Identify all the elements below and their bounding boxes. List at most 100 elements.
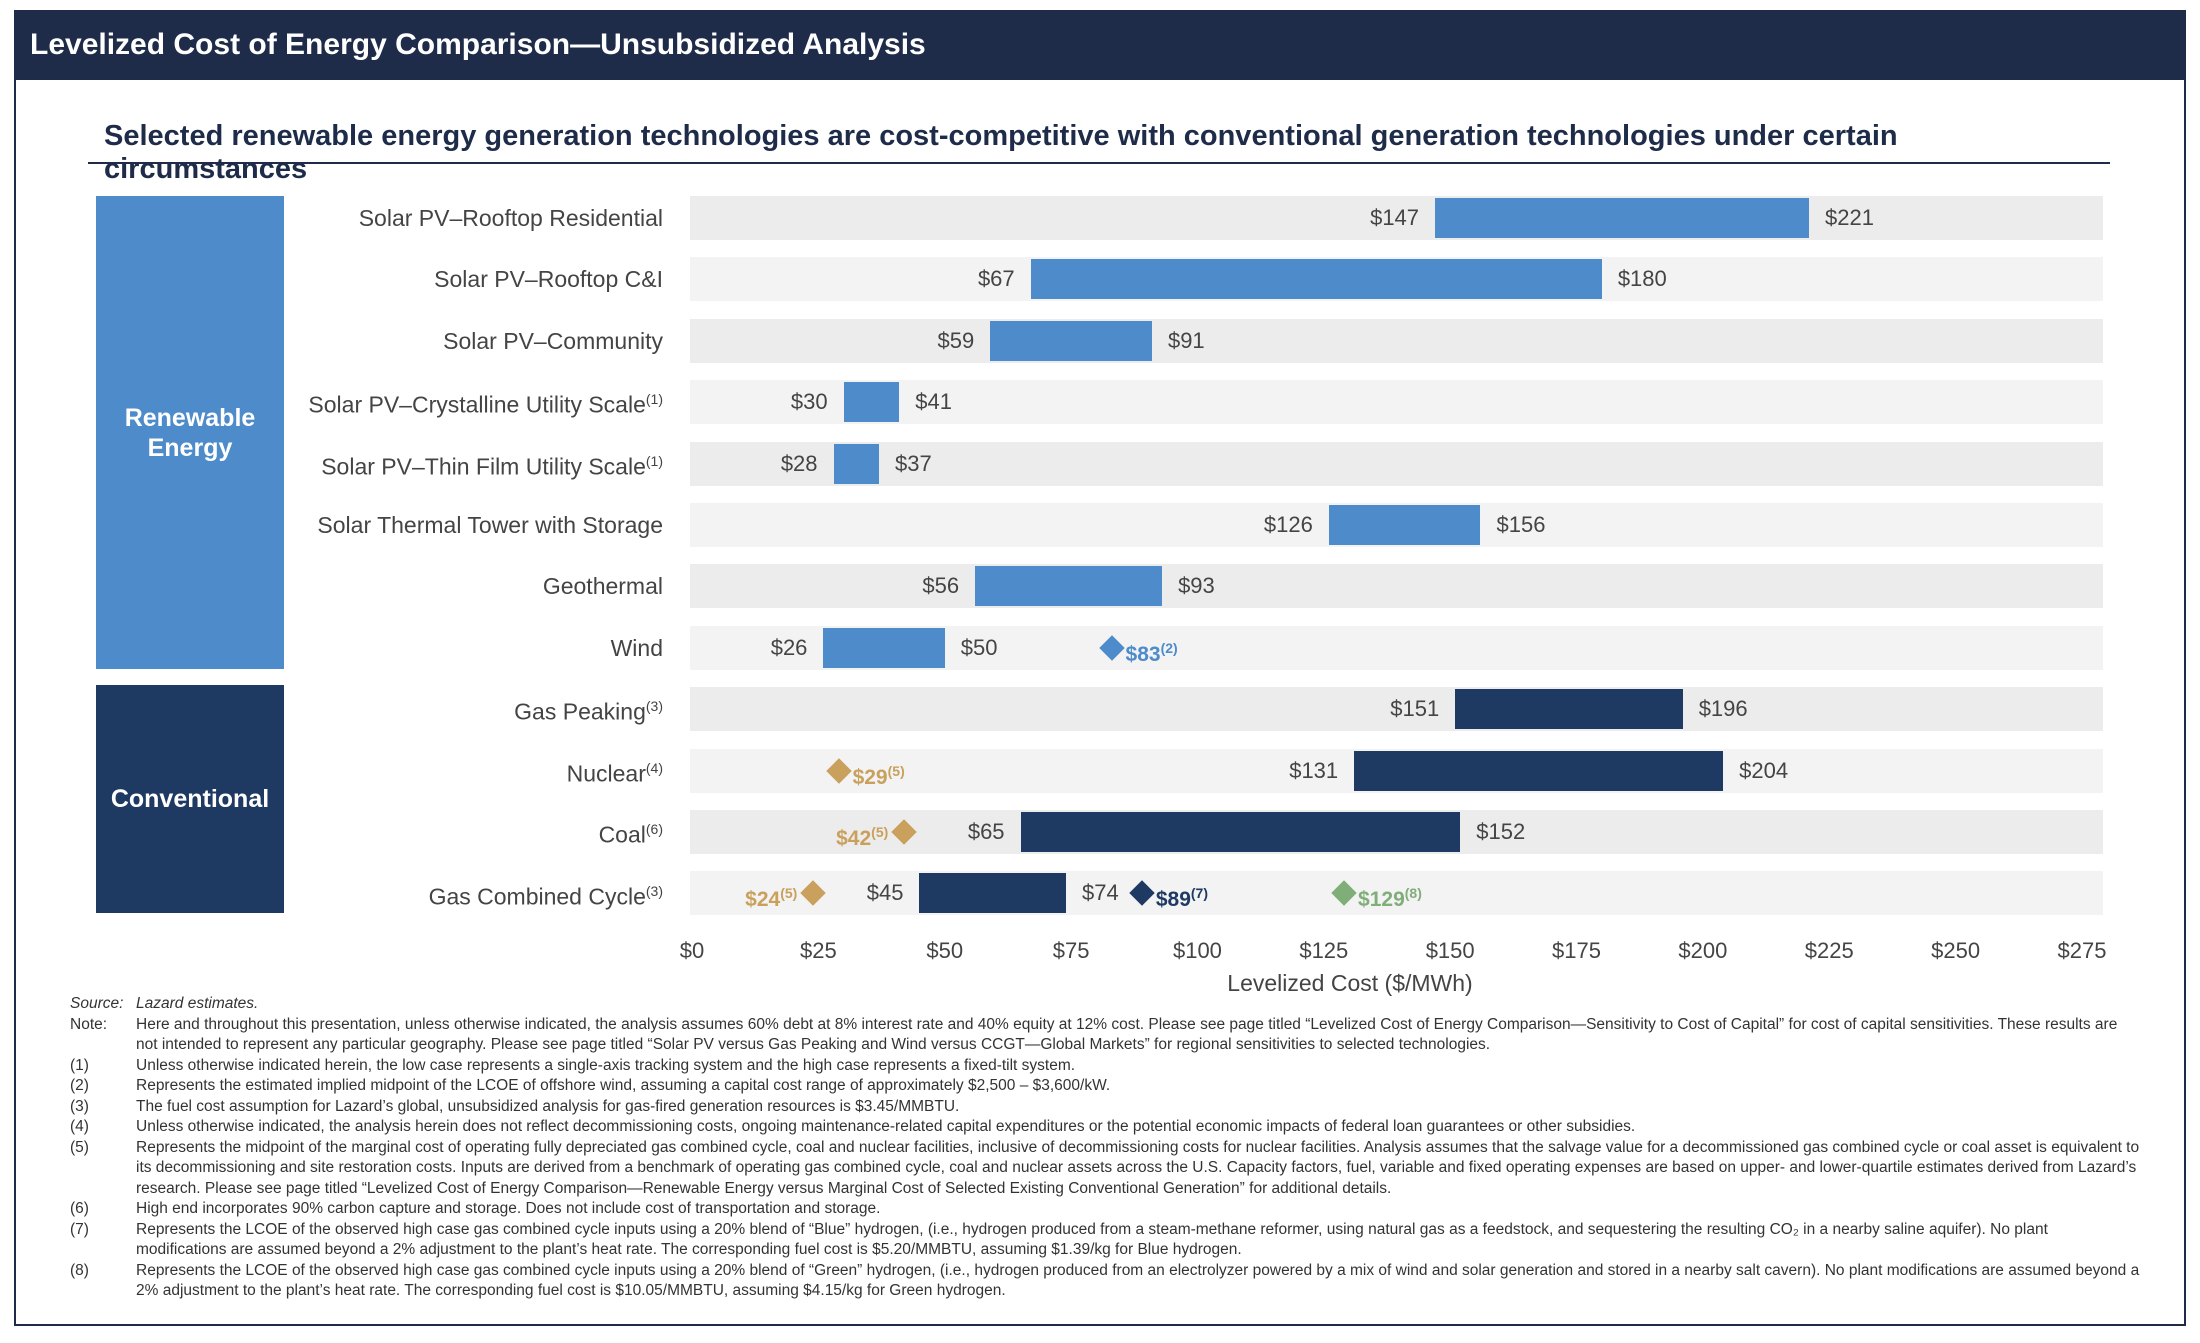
row-label: Solar Thermal Tower with Storage <box>303 495 663 555</box>
row-background <box>690 196 2103 240</box>
low-value-label: $45 <box>866 880 904 906</box>
x-tick-label: $0 <box>679 938 705 963</box>
footnote: (4) Unless otherwise indicated, the analy… <box>70 1117 2140 1138</box>
x-axis-label: Levelized Cost ($/MWh) <box>1227 970 1473 996</box>
footnote: (7) Represents the LCOE of the observed h… <box>70 1220 2140 1261</box>
row-label: Wind <box>303 618 663 678</box>
row-label-text: Solar PV–Community <box>443 327 663 354</box>
range-bar <box>1030 259 1602 300</box>
high-value-label: $180 <box>1617 266 1667 292</box>
range-bar <box>975 566 1163 607</box>
high-value-label: $156 <box>1496 512 1546 537</box>
row-background <box>690 318 2103 363</box>
range-bar <box>833 443 879 484</box>
group-label: Renewable Energy <box>124 403 256 462</box>
row-label: Gas Peaking(3) <box>303 679 663 739</box>
group-label: Conventional <box>110 785 270 813</box>
range-bar <box>1354 750 1724 791</box>
subtitle-rule <box>88 162 2110 164</box>
footnote-text: Here and throughout this presentation, u… <box>136 1015 2118 1054</box>
high-value-label: $152 <box>1476 819 1526 844</box>
footnote: (6) High end incorporates 90% carbon capt… <box>70 1199 2140 1220</box>
marker-label: $89(7) <box>1155 885 1209 912</box>
footnote: (8) Represents the LCOE of the observed h… <box>70 1261 2140 1302</box>
footnote-ref: (5) <box>871 824 889 840</box>
footnote-key: (4) <box>70 1118 89 1135</box>
high-value-label: $93 <box>1178 573 1215 599</box>
row-label: Solar PV–Crystalline Utility Scale(1) <box>303 372 663 432</box>
range-bar <box>823 627 945 668</box>
row-label: Solar PV–Rooftop C&I <box>303 249 663 309</box>
range-bar <box>1455 689 1683 730</box>
x-tick-label: $50 <box>926 938 964 963</box>
low-value-label: $26 <box>770 634 808 660</box>
footnote-ref: (6) <box>645 821 663 838</box>
low-value-label: $126 <box>1263 512 1313 537</box>
group-conventional: Conventional <box>96 685 284 913</box>
x-tick-label: $125 <box>1299 938 1349 963</box>
range-bar <box>843 382 900 423</box>
row-label-text: Coal(6) <box>598 821 663 848</box>
chart-subtitle: Selected renewable energy generation tec… <box>104 120 1898 185</box>
footnote-ref: (3) <box>645 698 663 715</box>
row-label-text: Solar PV–Rooftop Residential <box>358 205 663 231</box>
footnote-text: Unless otherwise indicated herein, the l… <box>136 1056 1076 1074</box>
low-value-label: $65 <box>967 819 1005 844</box>
marker-label: $129(8) <box>1358 885 1422 912</box>
page-title: Levelized Cost of Energy Comparison—Unsu… <box>14 10 2186 80</box>
x-tick-label: $275 <box>2057 938 2107 963</box>
footnote-key: Source: <box>70 995 124 1012</box>
footnote-text: Represents the LCOE of the observed high… <box>136 1220 2048 1259</box>
footnote-key: Note: <box>70 1015 108 1033</box>
low-value-label: $56 <box>922 573 960 599</box>
row-label: Solar PV–Thin Film Utility Scale(1) <box>303 434 663 494</box>
footnote-ref: (3) <box>645 882 663 899</box>
marker-label: $29(5) <box>852 762 905 789</box>
group-renewable-energy: Renewable Energy <box>96 196 284 669</box>
footnote-text: The fuel cost assumption for Lazard’s gl… <box>136 1097 960 1115</box>
row-label: Nuclear(4) <box>303 741 663 801</box>
high-value-label: $196 <box>1698 696 1748 722</box>
high-value-label: $41 <box>915 389 952 415</box>
footnote-ref: (2) <box>1160 639 1178 656</box>
x-tick-label: $175 <box>1552 938 1602 963</box>
footnote-text: Represents the midpoint of the marginal … <box>136 1138 2140 1197</box>
high-value-label: $91 <box>1167 327 1205 353</box>
row-label-text: Solar Thermal Tower with Storage <box>317 512 663 538</box>
row-background <box>690 441 2103 486</box>
row-background <box>690 564 2103 609</box>
marker-label: $42(5) <box>836 824 889 850</box>
high-value-label: $204 <box>1739 757 1789 783</box>
row-label-text: Solar PV–Rooftop C&I <box>434 266 663 293</box>
footnote: (2) Represents the estimated implied midp… <box>70 1076 2140 1097</box>
footnote: (3) The fuel cost assumption for Lazard’s… <box>70 1097 2140 1118</box>
footnote-key: (2) <box>70 1077 89 1094</box>
footnotes: Source: Lazard estimates. Note: Here and th… <box>70 994 2140 1302</box>
high-value-label: $221 <box>1825 205 1874 230</box>
low-value-label: $147 <box>1370 205 1420 230</box>
footnote: (5) Represents the midpoint of the margin… <box>70 1138 2140 1200</box>
marker-label: $83(2) <box>1125 639 1178 666</box>
footnote-ref: (8) <box>1404 885 1422 902</box>
footnote-ref: (5) <box>887 762 905 779</box>
x-tick-label: $225 <box>1804 938 1854 963</box>
footnote-text: Represents the estimated implied midpoin… <box>136 1077 1111 1094</box>
range-bar <box>990 320 1152 361</box>
x-tick-label: $75 <box>1052 938 1090 963</box>
footnote-text: High end incorporates 90% carbon capture… <box>136 1200 881 1217</box>
footnote-ref: (4) <box>645 759 663 776</box>
row-label-text: Solar PV–Crystalline Utility Scale(1) <box>308 391 663 419</box>
row-label: Solar PV–Community <box>303 311 663 371</box>
row-label-text: Wind <box>610 634 663 661</box>
footnote-key: (8) <box>70 1261 89 1279</box>
low-value-label: $131 <box>1289 757 1339 783</box>
footnote-ref: (1) <box>645 452 663 469</box>
row-label-text: Nuclear(4) <box>566 759 663 787</box>
footnote: Note: Here and throughout this presentati… <box>70 1015 2140 1056</box>
footnote: (1) Unless otherwise indicated herein, th… <box>70 1056 2140 1077</box>
x-tick-label: $100 <box>1172 938 1222 963</box>
x-tick-label: $150 <box>1425 938 1475 963</box>
footnote-key: (7) <box>70 1220 89 1238</box>
footnote-text: Represents the LCOE of the observed high… <box>136 1261 2140 1300</box>
x-tick-label: $250 <box>1931 938 1981 963</box>
